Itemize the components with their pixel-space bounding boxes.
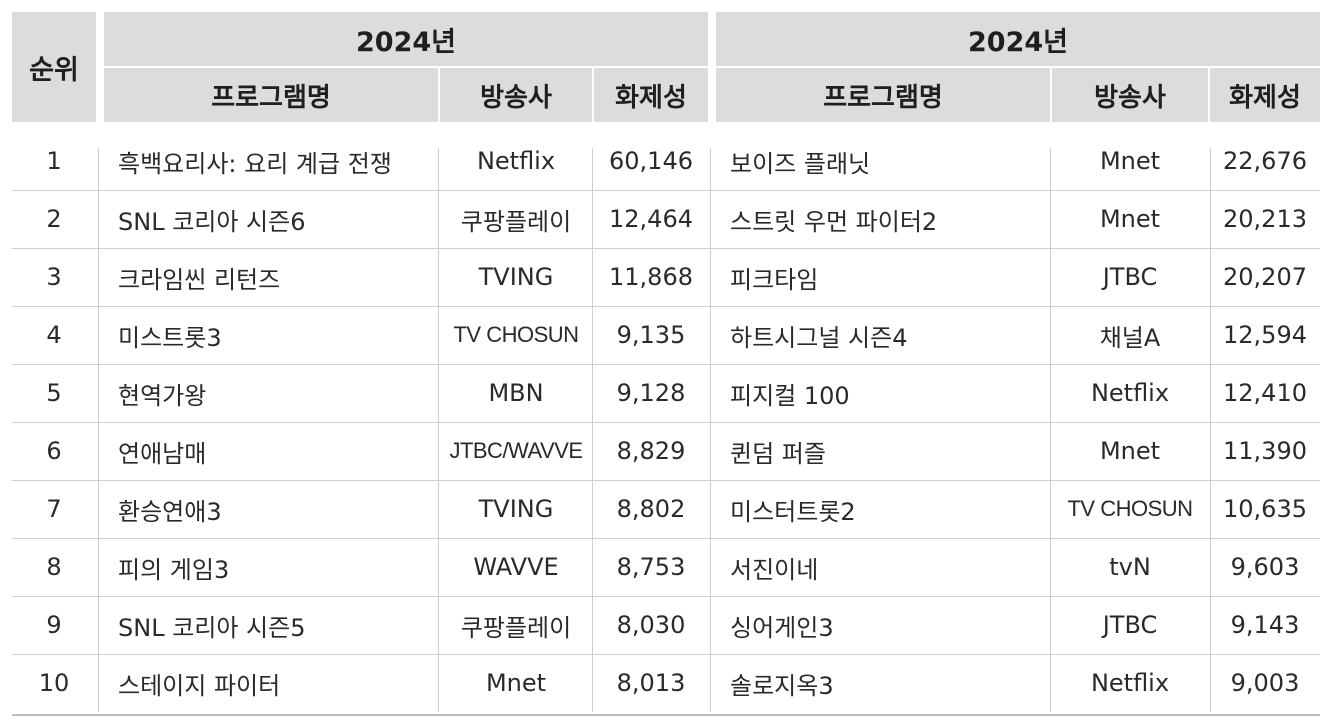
right-program-header: 프로그램명 <box>716 68 1050 122</box>
left-channel-cell: JTBC/WAVVE <box>449 438 583 463</box>
right-channel-cell: JTBC <box>1102 611 1158 639</box>
column-divider <box>98 148 99 712</box>
left-year-header: 2024년 <box>104 12 708 66</box>
left-channel-cell: 쿠팡플레이 <box>460 613 572 642</box>
left-channel-cell: Mnet <box>485 669 547 697</box>
right-score-cell: 12,410 <box>1223 379 1307 407</box>
row-divider <box>12 364 1320 365</box>
right-program-cell: 스트릿 우먼 파이터2 <box>730 207 938 236</box>
right-channel-cell: 채널A <box>1099 323 1161 352</box>
rank-header: 순위 <box>12 12 96 122</box>
left-channel-cell: WAVVE <box>473 553 559 581</box>
rank-cell: 4 <box>46 321 62 349</box>
row-divider <box>12 596 1320 597</box>
left-channel-cell: TV CHOSUN <box>453 322 579 347</box>
left-program-cell: 현역가왕 <box>118 381 207 410</box>
left-program-cell: 피의 게임3 <box>118 555 230 584</box>
right-channel-cell: Mnet <box>1099 147 1161 175</box>
left-score-cell: 8,802 <box>616 495 686 523</box>
left-score-cell: 9,135 <box>616 321 686 349</box>
rank-cell: 1 <box>46 147 62 175</box>
rank-cell: 10 <box>38 669 70 697</box>
left-program-cell: 연애남매 <box>118 439 207 468</box>
right-score-cell: 10,635 <box>1223 495 1307 523</box>
row-divider <box>12 190 1320 191</box>
rank-cell: 6 <box>46 437 62 465</box>
right-program-cell: 서진이네 <box>730 555 819 584</box>
left-program-cell: 환승연애3 <box>118 497 222 526</box>
right-program-cell: 피크타임 <box>730 265 819 294</box>
right-channel-cell: Netflix <box>1090 379 1170 407</box>
left-score-header: 화제성 <box>594 68 708 122</box>
column-divider <box>438 148 439 712</box>
right-score-cell: 20,213 <box>1223 205 1307 233</box>
row-divider <box>12 654 1320 655</box>
right-score-cell: 9,603 <box>1230 553 1300 581</box>
left-channel-cell: 쿠팡플레이 <box>460 207 572 236</box>
left-score-cell: 8,013 <box>616 669 686 697</box>
column-divider <box>1210 148 1211 712</box>
row-divider <box>12 306 1320 307</box>
right-program-cell: 보이즈 플래닛 <box>730 149 871 178</box>
right-score-cell: 12,594 <box>1223 321 1307 349</box>
right-program-cell: 피지컬 100 <box>730 381 850 410</box>
left-score-cell: 8,753 <box>616 553 686 581</box>
right-score-cell: 9,143 <box>1230 611 1300 639</box>
right-program-cell: 싱어게인3 <box>730 613 834 642</box>
right-score-cell: 11,390 <box>1223 437 1307 465</box>
right-score-cell: 22,676 <box>1223 147 1307 175</box>
left-program-cell: 스테이지 파이터 <box>118 671 281 700</box>
left-program-header: 프로그램명 <box>104 68 438 122</box>
row-divider <box>12 538 1320 539</box>
table-bottom-border <box>12 714 1320 716</box>
right-score-cell: 9,003 <box>1230 669 1300 697</box>
left-program-cell: SNL 코리아 시즌5 <box>118 613 306 642</box>
left-program-cell: SNL 코리아 시즌6 <box>118 207 306 236</box>
left-score-cell: 12,464 <box>609 205 693 233</box>
left-channel-cell: TVING <box>478 263 554 291</box>
left-score-cell: 60,146 <box>609 147 693 175</box>
left-program-cell: 크라임씬 리턴즈 <box>118 265 281 294</box>
right-channel-cell: tvN <box>1109 553 1151 581</box>
left-program-cell: 흑백요리사: 요리 계급 전쟁 <box>118 149 392 178</box>
left-score-cell: 11,868 <box>609 263 693 291</box>
right-channel-cell: JTBC <box>1102 263 1158 291</box>
right-channel-cell: Netflix <box>1090 669 1170 697</box>
right-program-cell: 하트시그널 시즌4 <box>730 323 908 352</box>
row-divider <box>12 248 1320 249</box>
right-program-cell: 퀸덤 퍼즐 <box>730 439 826 468</box>
right-program-cell: 솔로지옥3 <box>730 671 834 700</box>
rank-cell: 2 <box>46 205 62 233</box>
rank-cell: 8 <box>46 553 62 581</box>
left-score-cell: 8,829 <box>616 437 686 465</box>
left-channel-header: 방송사 <box>440 68 592 122</box>
right-channel-cell: Mnet <box>1099 437 1161 465</box>
column-divider <box>710 148 711 712</box>
left-channel-cell: MBN <box>488 379 544 407</box>
rank-cell: 7 <box>46 495 62 523</box>
left-program-cell: 미스트롯3 <box>118 323 222 352</box>
right-year-header: 2024년 <box>716 12 1320 66</box>
left-score-cell: 8,030 <box>616 611 686 639</box>
rank-cell: 9 <box>46 611 62 639</box>
left-score-cell: 9,128 <box>616 379 686 407</box>
right-score-cell: 20,207 <box>1223 263 1307 291</box>
column-divider <box>592 148 593 712</box>
right-channel-header: 방송사 <box>1052 68 1208 122</box>
column-divider <box>1050 148 1051 712</box>
right-channel-cell: TV CHOSUN <box>1067 496 1193 521</box>
right-channel-cell: Mnet <box>1099 205 1161 233</box>
row-divider <box>12 480 1320 481</box>
rank-cell: 5 <box>46 379 62 407</box>
left-channel-cell: Netflix <box>476 147 556 175</box>
right-score-header: 화제성 <box>1210 68 1320 122</box>
left-channel-cell: TVING <box>478 495 554 523</box>
row-divider <box>12 422 1320 423</box>
rank-cell: 3 <box>46 263 62 291</box>
right-program-cell: 미스터트롯2 <box>730 497 856 526</box>
